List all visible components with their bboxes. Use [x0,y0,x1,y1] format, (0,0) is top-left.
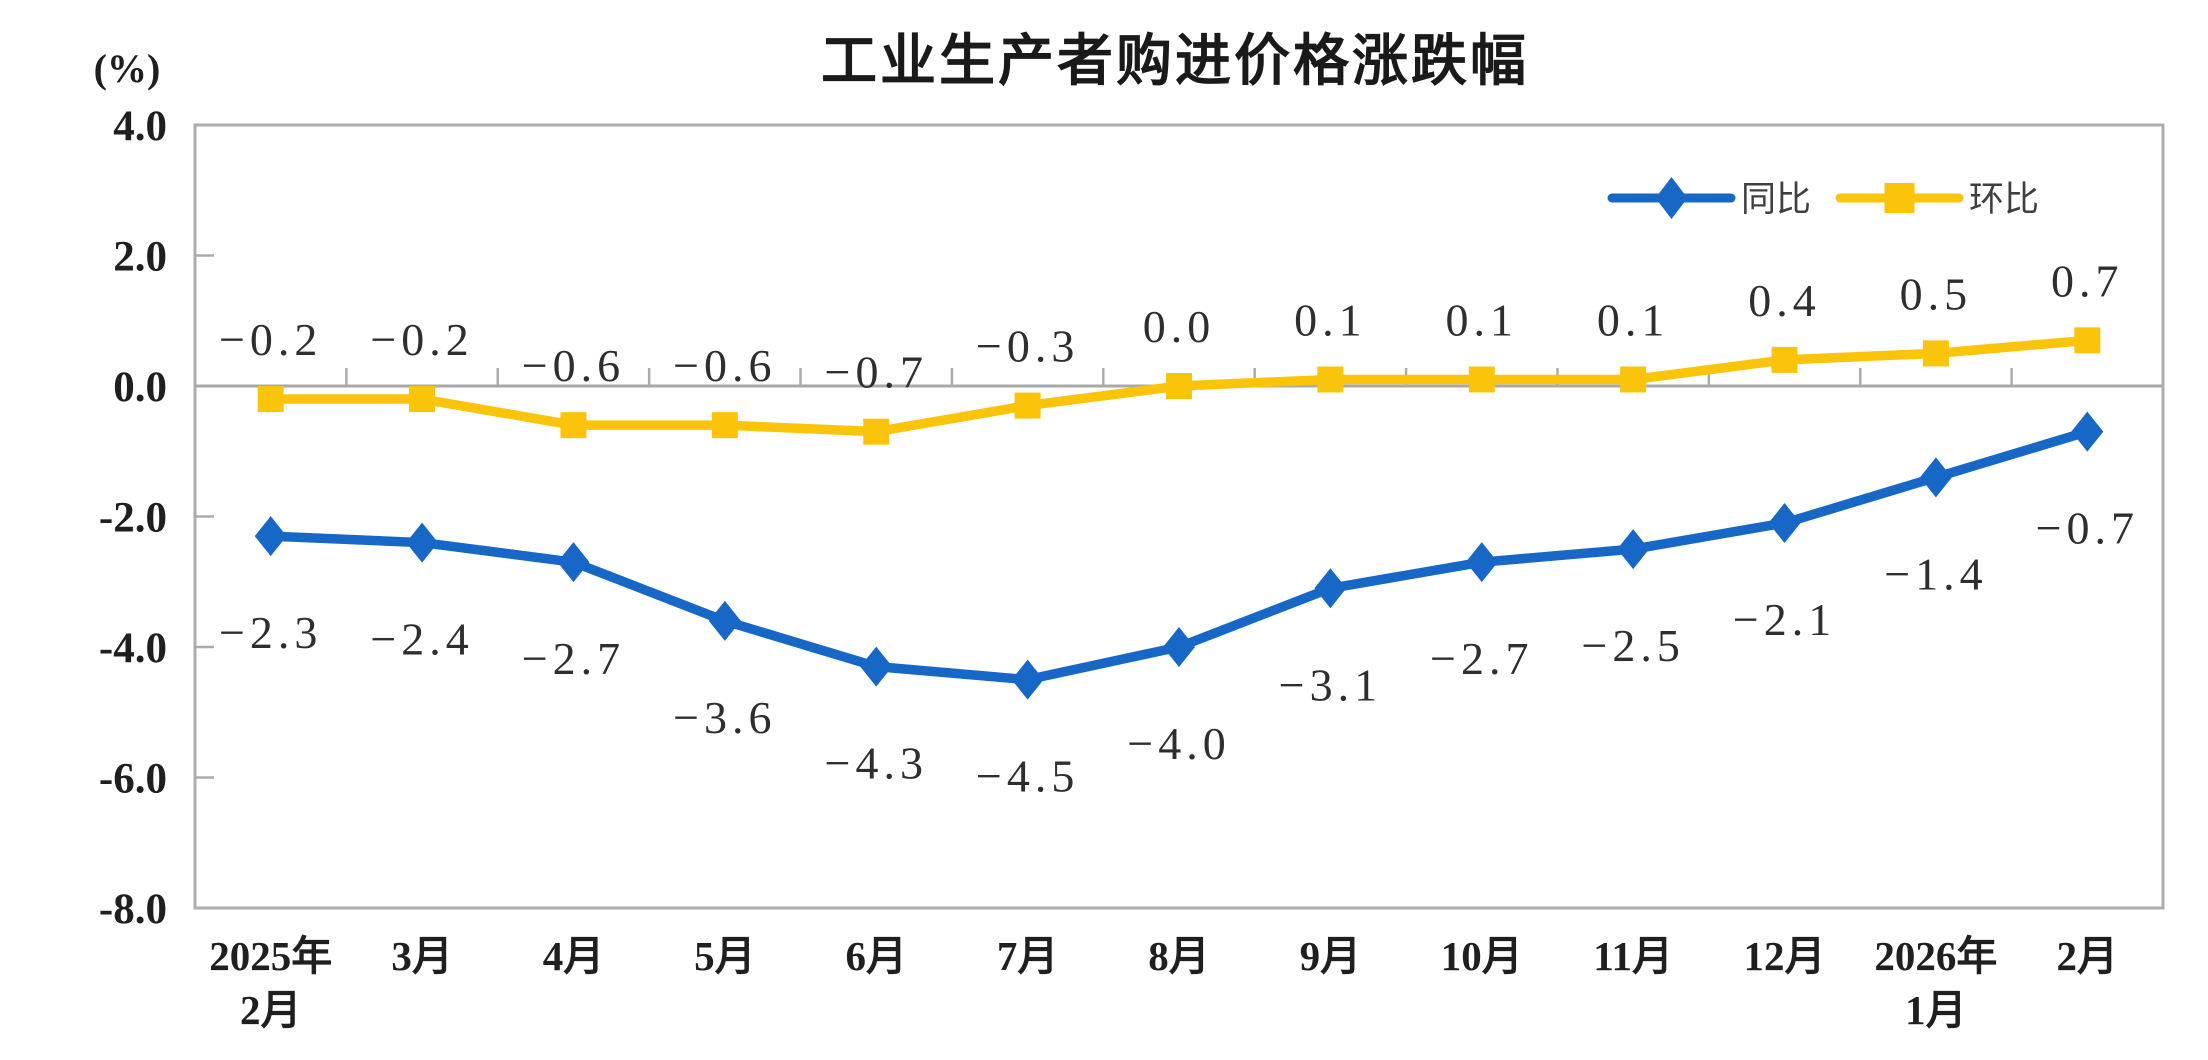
series-layer: −2.3 −2.4 −2.7 −3.6 −4.3 −4.5 −4.0 −3.1 −2.7 −2.5… [219,255,2139,802]
x-tick-label: 2月 [2057,933,2119,979]
data-label: 0.1 [1446,294,1519,345]
data-label: −3.6 [673,692,776,743]
data-label: −0.3 [976,321,1079,372]
data-point-marker-diamond [860,646,893,687]
x-tick-label: 9月 [1300,933,1362,979]
data-point-marker-square [1468,366,1495,393]
x-tick-label: 7月 [997,933,1059,979]
legend-marker-square [1884,183,1915,213]
data-point-marker-square [1922,340,1949,367]
data-label: −0.2 [370,314,473,365]
data-label: −0.2 [219,314,322,365]
data-point-marker-diamond [1314,568,1347,609]
y-tick-label: 2.0 [113,234,167,281]
data-label: −0.7 [825,347,928,398]
data-label: 0.1 [1294,294,1367,345]
y-tick-label: -2.0 [99,495,167,542]
series-环比: −0.2 −0.2 −0.6 −0.6 −0.7 −0.3 0.0 0.1 0.1 0.1 0.4 0… [219,255,2124,445]
data-point-marker-diamond [2071,411,2104,452]
data-point-marker-diamond [1011,659,1044,700]
data-point-marker-diamond [1768,503,1801,544]
x-tick-label: 12月 [1744,933,1826,979]
y-axis-unit-label: (%) [94,46,161,91]
y-tick-label: -6.0 [99,756,167,803]
chart-title: 工业生产者购进价格涨跌幅 [821,29,1529,92]
x-tick-label: 2025年 [209,933,332,979]
legend-marker-diamond [1655,177,1688,219]
data-label: −2.1 [1733,594,1836,645]
data-label: 0.4 [1748,275,1821,326]
x-tick-label: 10月 [1441,933,1523,979]
data-point-marker-diamond [254,516,287,557]
x-tick-label: 4月 [543,933,605,979]
y-tick-label: 4.0 [113,103,167,150]
legend-item-同比: 同比 [1607,177,1811,219]
data-label: −0.6 [522,340,625,391]
data-point-marker-square [1620,366,1647,393]
x-tick-label: 2026年 [1874,933,1997,979]
legend-label: 环比 [1969,180,2039,219]
y-tick-label: -8.0 [99,886,167,933]
data-label: −2.7 [522,633,625,684]
data-label: −2.5 [1581,620,1684,671]
y-tick-label: 0.0 [113,364,167,411]
x-tick-label: 3月 [391,933,453,979]
data-point-marker-square [257,386,284,413]
data-label: −4.5 [976,751,1079,802]
x-tick-label: 1月 [1905,987,1967,1033]
data-point-marker-square [711,412,738,439]
data-point-marker-square [1771,346,1798,373]
series-同比: −2.3 −2.4 −2.7 −3.6 −4.3 −4.5 −4.0 −3.1 −2.7 −2.5… [219,411,2139,802]
data-label: −2.4 [370,614,473,665]
x-tick-label: 2月 [240,987,302,1033]
data-label: 0.5 [1900,268,1973,319]
y-tick-label: -4.0 [99,625,167,672]
data-label: 0.0 [1143,301,1216,352]
data-label: −0.6 [673,340,776,391]
data-point-marker-diamond [557,542,590,583]
plot-border [193,123,2165,910]
data-point-marker-square [1166,373,1192,399]
data-label: −4.0 [1127,718,1230,769]
data-point-marker-square [409,386,436,413]
data-label: −3.1 [1279,659,1382,710]
legend-label: 同比 [1741,180,1811,219]
data-label: −2.7 [1430,633,1533,684]
data-label: −0.7 [2036,503,2139,554]
data-label: −4.3 [825,738,928,789]
x-tick-label: 8月 [1148,933,1210,979]
data-label: 0.7 [2051,255,2124,306]
data-point-marker-diamond [1919,457,1952,498]
x-tick-label: 5月 [694,933,756,979]
data-point-marker-square [1014,392,1041,419]
data-point-marker-square [863,418,890,445]
data-point-marker-square [1317,366,1344,393]
axis-labels: 4.0 2.0 0.0 -2.0 -4.0 -6.0 -8.0 2025年 2月 3月 4月 5月 6月… [99,103,2118,1033]
data-label: 0.1 [1597,294,1670,345]
plot-frame [193,123,2165,910]
data-point-marker-diamond [1465,542,1498,583]
data-point-marker-square [560,412,587,439]
data-label: −2.3 [219,607,322,658]
data-label: −1.4 [1884,548,1987,599]
data-point-marker-diamond [406,522,439,563]
data-point-marker-diamond [1163,627,1195,667]
data-point-marker-diamond [1617,529,1650,570]
data-point-marker-diamond [708,600,741,641]
x-tick-label: 11月 [1593,933,1673,979]
data-point-marker-square [2074,327,2101,354]
legend: 同比 环比 [1607,177,2039,219]
x-tick-label: 6月 [845,933,907,979]
legend-item-环比: 环比 [1835,180,2039,219]
